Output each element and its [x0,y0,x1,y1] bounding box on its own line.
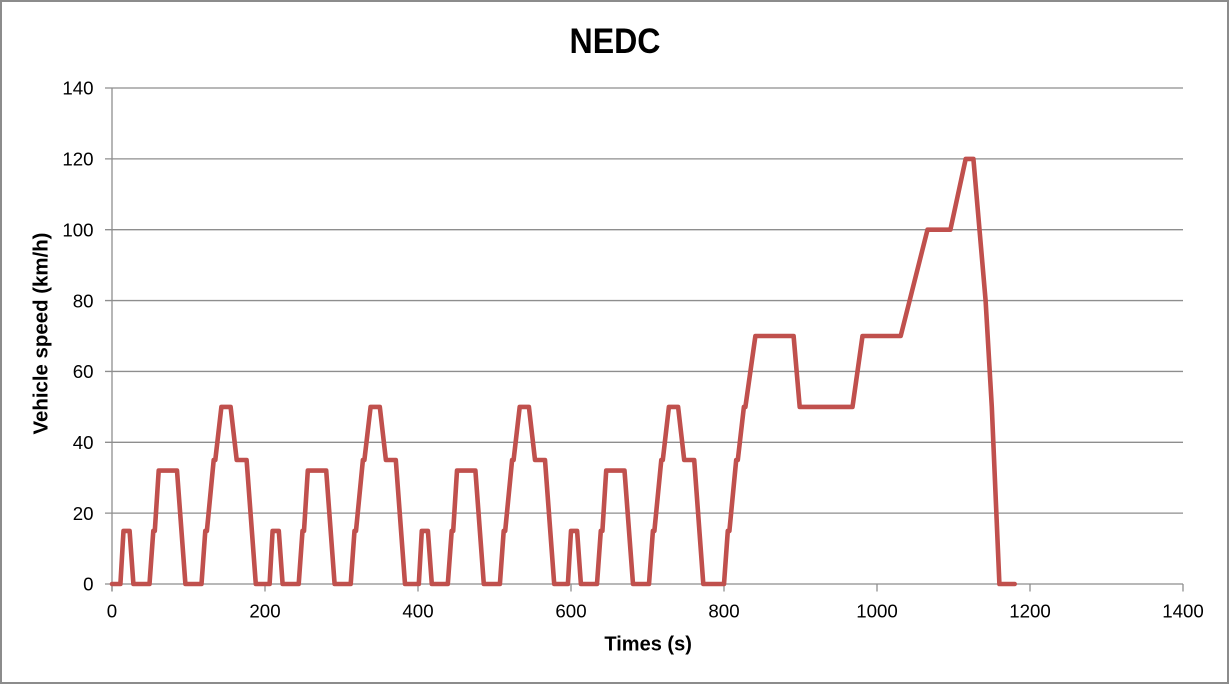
svg-text:0: 0 [83,574,93,595]
svg-text:60: 60 [73,361,94,382]
svg-text:80: 80 [73,290,94,311]
svg-text:100: 100 [62,219,93,240]
svg-text:120: 120 [62,149,93,170]
svg-text:0: 0 [107,601,117,622]
svg-text:1400: 1400 [1162,601,1204,622]
svg-text:800: 800 [708,601,739,622]
svg-text:1000: 1000 [856,601,898,622]
svg-text:40: 40 [73,432,94,453]
svg-text:1200: 1200 [1009,601,1051,622]
svg-text:Vehicle speed (km/h): Vehicle speed (km/h) [29,233,52,435]
svg-text:140: 140 [62,78,93,99]
svg-text:20: 20 [73,503,94,524]
svg-text:600: 600 [555,601,586,622]
svg-text:NEDC: NEDC [570,21,661,61]
svg-text:400: 400 [402,601,433,622]
svg-text:Times (s): Times (s) [604,633,692,656]
svg-text:200: 200 [249,601,280,622]
